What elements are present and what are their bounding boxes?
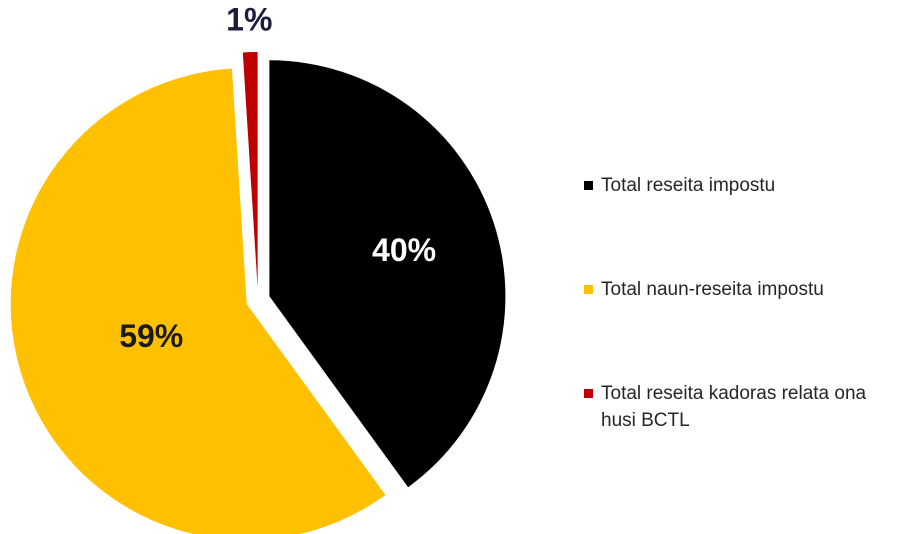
legend-label: Total reseita kadoras relata ona husi BC…	[601, 383, 867, 431]
legend-item: Total reseita kadoras relata ona husi BC…	[584, 380, 903, 434]
legend-swatch	[584, 389, 593, 398]
legend-label: Total naun-reseita impostu	[601, 279, 824, 300]
legend-swatch	[584, 285, 593, 294]
legend-item: Total naun-reseita impostu	[584, 276, 824, 303]
legend-item: Total reseita impostu	[584, 172, 775, 199]
legend-label: Total reseita impostu	[601, 175, 776, 196]
slice-label: 1%	[226, 2, 272, 38]
slice-label: 59%	[119, 318, 183, 354]
pie-slice	[269, 60, 506, 488]
pie-slice	[242, 52, 258, 289]
legend-swatch	[584, 181, 593, 190]
slice-label: 40%	[372, 232, 436, 268]
pie-slice	[10, 68, 386, 534]
pie-area: 40% 59% 1%	[10, 2, 506, 534]
